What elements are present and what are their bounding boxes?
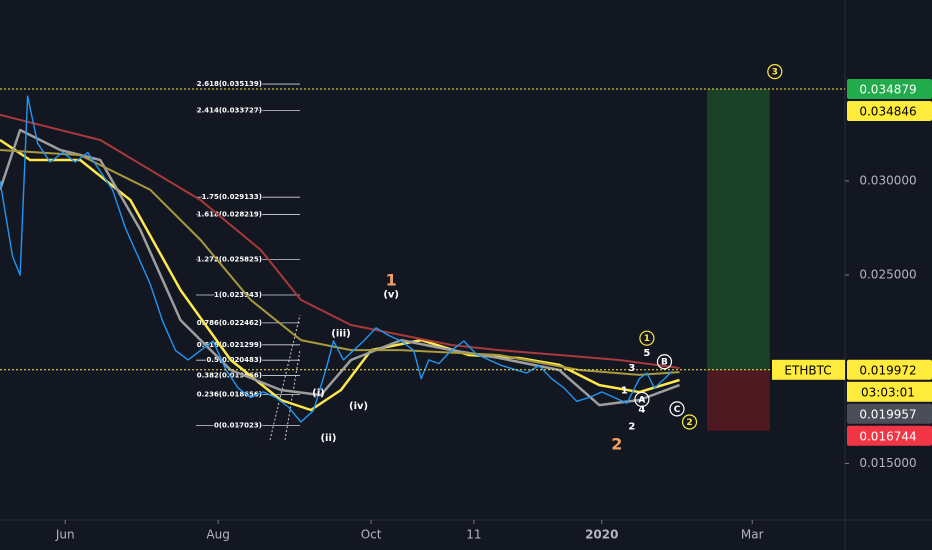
series-line [0, 138, 680, 412]
wave-label: (v) [383, 289, 399, 300]
wave-circle [681, 414, 698, 430]
x-tick-label: Oct [361, 528, 382, 542]
wave-label: 2 [628, 421, 635, 432]
series-line [0, 128, 680, 407]
price-tag [847, 403, 932, 424]
fib-label: 1(0.023943) [214, 291, 262, 299]
trend-line [269, 314, 301, 441]
price-tag-label: 0.019957 [859, 407, 916, 421]
price-tag [847, 100, 932, 121]
countdown-tag [847, 381, 932, 402]
wave-label: 4 [638, 404, 645, 415]
wave-label: (ii) [320, 433, 336, 444]
series-line [0, 95, 673, 423]
fib-label: 1.272(0.025825) [197, 256, 262, 264]
symbol-label: ETHBTC [784, 363, 831, 377]
target-zone [707, 88, 770, 370]
series-line [0, 149, 680, 376]
wave-circle [656, 354, 673, 370]
wave-label: 1 [386, 271, 397, 290]
wave-label: 5 [643, 348, 650, 359]
fib-label: 1.75(0.029133) [202, 193, 262, 201]
fib-label: 0.786(0.022462) [197, 319, 262, 327]
price-tag-label: 0.019972 [859, 363, 916, 377]
x-tick-label: Jun [55, 528, 75, 542]
symbol-tag [772, 359, 845, 380]
fib-label: 0.618(0.021299) [197, 341, 262, 349]
price-tag [847, 359, 932, 380]
wave-label: 3 [772, 68, 778, 78]
x-tick-label: 11 [466, 528, 481, 542]
countdown-label: 03:03:01 [861, 385, 915, 399]
wave-label: 1 [644, 334, 650, 344]
wave-label: 1 [621, 386, 628, 397]
fib-label: 2.618(0.035139) [197, 80, 262, 88]
wave-label: C [674, 405, 681, 415]
wave-label: 2 [686, 418, 692, 428]
series-line [0, 113, 680, 369]
fib-label: 2.414(0.033727) [197, 107, 262, 115]
wave-label: (iv) [349, 401, 368, 412]
wave-circle [639, 330, 655, 346]
x-tick-label: 2020 [585, 528, 618, 542]
price-tag [847, 78, 932, 99]
trend-line [284, 349, 301, 441]
wave-circle [669, 401, 685, 417]
x-tick-label: Aug [206, 528, 229, 542]
price-tag-label: 0.034879 [859, 82, 916, 96]
fib-label: 0(0.017023) [214, 421, 262, 429]
wave-label: (i) [312, 388, 325, 399]
wave-circle [767, 63, 783, 80]
wave-label: 3 [628, 363, 635, 374]
wave-label: B [661, 358, 668, 368]
y-tick-label: 0.030000 [859, 173, 916, 187]
stop-zone [707, 369, 770, 431]
wave-label: (iii) [331, 329, 350, 340]
price-tag-label: 0.034846 [859, 104, 916, 118]
wave-label: 2 [611, 434, 622, 453]
y-tick-label: 0.015000 [859, 456, 916, 470]
y-tick-label: 0.025000 [859, 268, 916, 282]
price-tag-label: 0.016744 [859, 429, 916, 443]
fib-label: 0.236(0.018656) [197, 391, 262, 399]
price-tag [847, 425, 932, 446]
wave-label: A [638, 395, 645, 405]
wave-circle [634, 391, 650, 408]
fib-label: 0.5(0.020483) [206, 356, 262, 364]
fib-label: 1.618(0.028219) [197, 210, 262, 218]
x-tick-label: Mar [741, 528, 764, 542]
